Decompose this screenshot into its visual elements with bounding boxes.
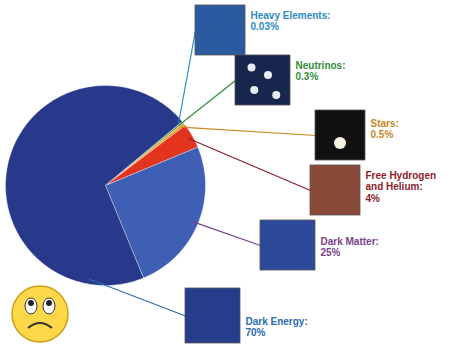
svg-text:Stars:0.5%: Stars:0.5% [371,118,399,141]
svg-text:Dark Energy:70%: Dark Energy:70% [246,316,308,339]
svg-text:Dark Matter:25%: Dark Matter:25% [321,236,379,259]
svg-text:Free Hydrogenand Helium:4%: Free Hydrogenand Helium:4% [366,170,437,204]
svg-text:Neutrinos:0.3%: Neutrinos:0.3% [296,60,346,83]
svg-text:Heavy Elements:0.03%: Heavy Elements:0.03% [251,10,331,33]
